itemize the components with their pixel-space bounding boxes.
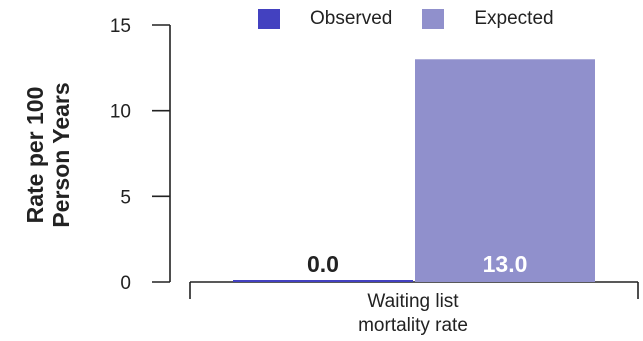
legend-label-expected: Expected (474, 8, 554, 29)
y-tick-label-10: 10 (110, 102, 131, 123)
y-axis-title: Rate per 100 Person Years (22, 82, 74, 227)
legend-swatch-observed (258, 9, 280, 29)
legend-item-observed: Observed (258, 8, 392, 30)
bar-observed (233, 280, 413, 282)
y-tick-label-5: 5 (120, 187, 131, 208)
x-category-label-text: Waiting list mortality rate (358, 291, 468, 336)
legend: Observed Expected (258, 8, 584, 30)
legend-swatch-expected (422, 9, 445, 29)
legend-label-observed: Observed (310, 8, 393, 29)
y-tick-label-15: 15 (110, 16, 131, 37)
bar-value-label-observed: 0.0 (307, 251, 339, 277)
legend-item-expected: Expected (422, 8, 554, 30)
bar-expected (415, 59, 595, 283)
y-axis-title-text: Rate per 100 Person Years (22, 82, 74, 228)
bar-value-label-expected: 13.0 (483, 251, 528, 277)
x-category-label: Waiting list mortality rate (358, 290, 468, 338)
y-tick-label-0: 0 (120, 273, 131, 294)
